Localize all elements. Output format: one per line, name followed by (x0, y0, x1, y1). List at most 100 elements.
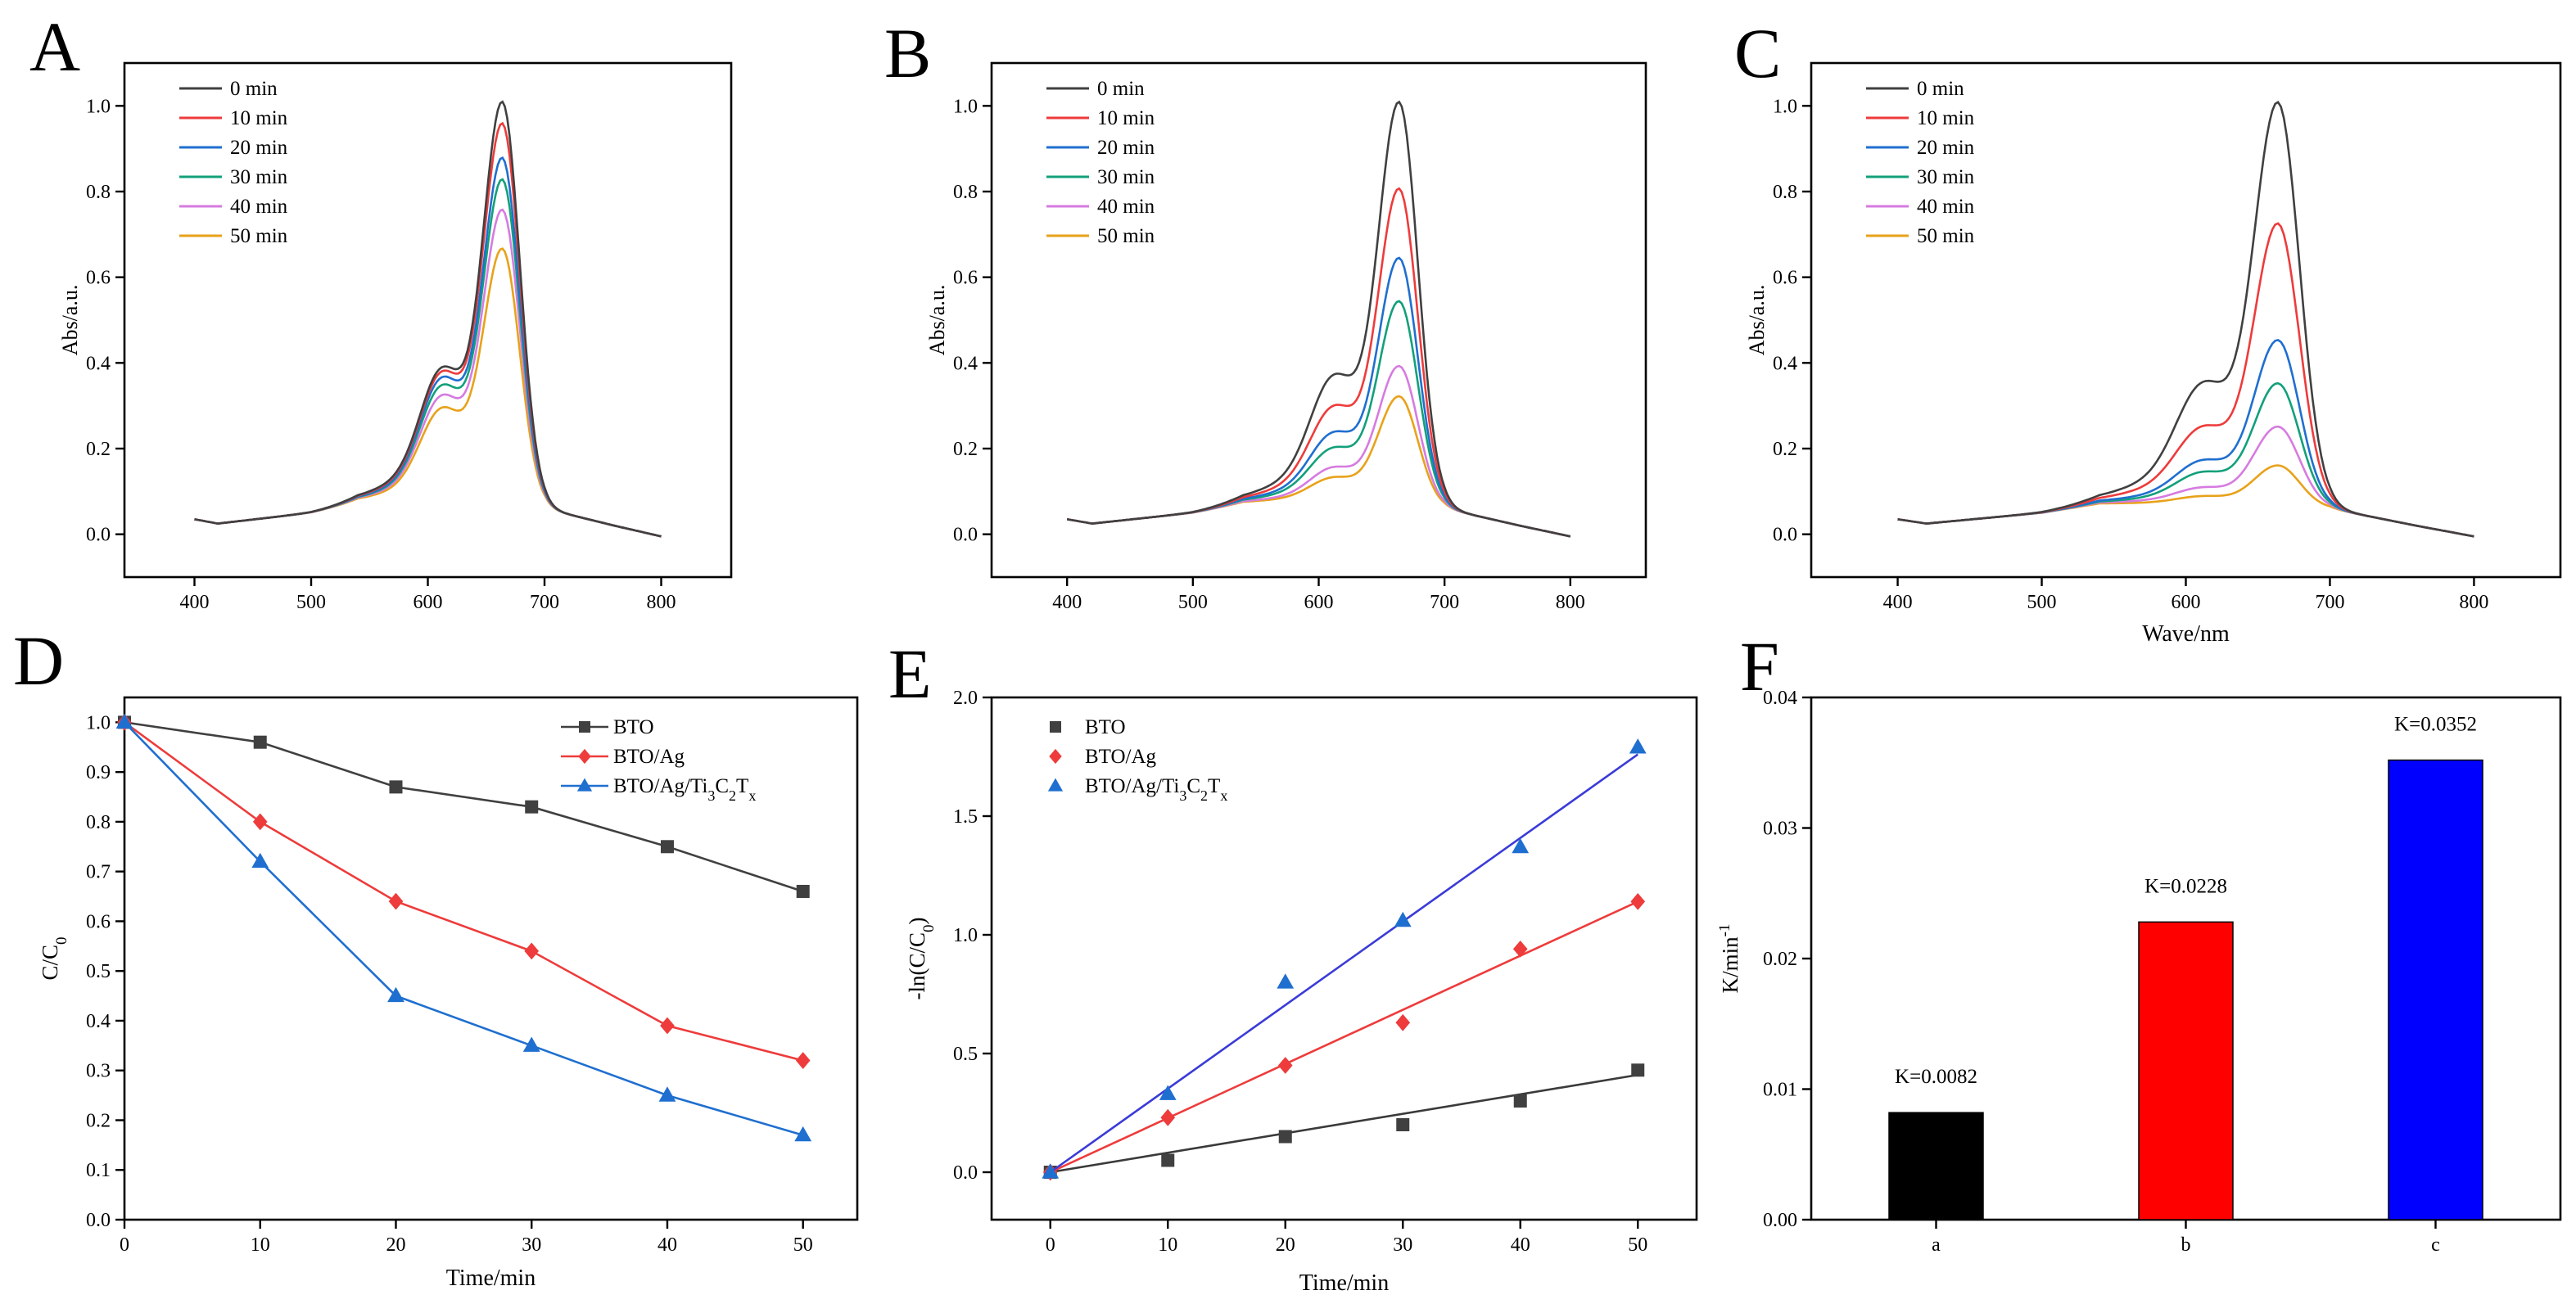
series-line (124, 721, 804, 1062)
x-tick-label: 400 (1883, 592, 1913, 613)
legend-label: 20 min (1097, 137, 1155, 159)
y-tick-label: 1.0 (1773, 96, 1797, 117)
x-tick-label: 400 (1052, 592, 1082, 613)
y-tick-label: 0.4 (1773, 353, 1797, 374)
legend-marker (579, 721, 590, 733)
y-tick-label: 0.6 (1773, 268, 1797, 289)
x-tick-label: 30 (1393, 1234, 1412, 1256)
legend-label: 50 min (230, 225, 288, 247)
data-point (1395, 1013, 1411, 1031)
y-axis-label: Abs/a.u. (1745, 285, 1769, 356)
x-tick-label: 500 (1178, 592, 1208, 613)
y-tick-label: 0.8 (1773, 182, 1797, 203)
panel-letter: E (888, 634, 932, 713)
legend-label: 30 min (1097, 166, 1155, 188)
spectrum-line-0-min (1066, 100, 1571, 538)
x-tick-label: 600 (2172, 592, 2201, 613)
y-axis-label: -ln(C/C0) (905, 917, 938, 999)
series-line (124, 721, 804, 1136)
legend-label: BTO (613, 716, 654, 738)
plot-frame (123, 696, 859, 1221)
panel-c: C 400 500 600 700 800 0.0 0.2 0.4 0.6 0.8 1.0 Abs/a.… (1734, 14, 2562, 647)
x-tick-label: 40 (658, 1234, 677, 1256)
y-tick-label: 1.0 (953, 925, 978, 946)
y-tick-label: 1.5 (953, 806, 978, 828)
x-tick-label: 800 (1556, 592, 1585, 613)
panel-a: A 400 500 600 700 800 0.0 0.2 0.4 0.6 0.8 1.0 Abs/a.… (29, 7, 733, 613)
x-tick-label: 30 (522, 1234, 541, 1256)
spectrum-line-50-min (1066, 395, 1571, 538)
spectrum-line-40-min (194, 208, 662, 538)
legend-marker (1050, 721, 1061, 733)
y-tick-label: 0.5 (953, 1044, 978, 1065)
legend-label: 50 min (1097, 225, 1155, 247)
x-tick-label: a (1932, 1234, 1941, 1256)
y-tick-label: 0.6 (86, 911, 111, 932)
legend-label: BTO/Ag/Ti3C2Tx (613, 775, 756, 804)
legend-label: 20 min (1917, 137, 1975, 159)
x-tick-label: 0 (1046, 1234, 1055, 1256)
data-point (388, 892, 404, 910)
panel-e: E 0 10 20 30 40 50 0.0 0.5 1.0 1.5 2.0 -ln(C/C0) Time… (888, 634, 1698, 1296)
data-point (525, 800, 539, 814)
x-tick-label: 10 (1158, 1234, 1177, 1256)
x-tick-label: 0 (120, 1234, 129, 1256)
x-tick-label: 40 (1511, 1234, 1530, 1256)
plot-frame (990, 696, 1698, 1221)
data-point (796, 884, 810, 898)
spectrum-line-40-min (1066, 364, 1571, 538)
y-tick-label: 0.2 (86, 1110, 111, 1131)
bar-a (1888, 1112, 1984, 1221)
bar-value-label: K=0.0228 (2144, 875, 2227, 897)
panel-b: B 400 500 600 700 800 0.0 0.2 0.4 0.6 0.8 1.0 Abs/a.… (884, 14, 1647, 613)
y-axis-label: Abs/a.u. (925, 285, 949, 356)
y-tick-label: 0.3 (86, 1061, 111, 1082)
panel-f: F 0.00 0.01 0.02 0.03 0.04 K/min-1 a K=0.0082 b K=… (1716, 627, 2562, 1256)
legend-label: 20 min (230, 137, 288, 159)
bar-c (2388, 759, 2483, 1221)
y-tick-label: 0.02 (1763, 949, 1797, 970)
spectrum-line-0-min (1897, 101, 2474, 538)
x-tick-label: 50 (793, 1234, 813, 1256)
x-tick-label: 800 (647, 592, 676, 613)
legend-label: 0 min (230, 78, 278, 100)
y-tick-label: 0.0 (86, 1210, 111, 1231)
y-tick-label: 0.03 (1763, 819, 1797, 840)
bar-value-label: K=0.0082 (1895, 1066, 1977, 1088)
x-tick-label: 800 (2459, 592, 2488, 613)
data-point (1630, 893, 1646, 910)
data-point (522, 1036, 540, 1052)
fit-line (1050, 900, 1638, 1174)
y-tick-label: 0.9 (86, 762, 111, 783)
data-point (1278, 1130, 1292, 1144)
y-tick-label: 0.2 (1773, 439, 1797, 460)
data-point (524, 942, 540, 960)
legend-label: BTO (1085, 716, 1126, 738)
bar-value-label: K=0.0352 (2394, 714, 2477, 736)
y-axis-label: C/C0 (38, 936, 70, 980)
y-tick-label: 0.4 (953, 353, 978, 374)
y-axis-label: K/min-1 (1716, 924, 1743, 994)
x-tick-label: c (2431, 1234, 2440, 1256)
legend-label: 50 min (1917, 225, 1975, 247)
data-point (660, 840, 674, 854)
plot-frame (990, 61, 1647, 579)
y-tick-label: 0.04 (1763, 688, 1797, 709)
y-tick-label: 0.1 (86, 1160, 111, 1181)
legend-label: 40 min (230, 196, 288, 218)
x-tick-label: 50 (1628, 1234, 1647, 1256)
y-tick-label: 0.4 (86, 353, 111, 374)
x-tick-label: 700 (2315, 592, 2344, 613)
legend-label: 0 min (1917, 78, 1964, 100)
data-point (794, 1126, 812, 1142)
series-line (124, 721, 804, 893)
x-tick-label: b (2181, 1234, 2191, 1256)
panel-letter: B (884, 14, 931, 92)
y-tick-label: 2.0 (953, 688, 978, 709)
spectrum-line-30-min (1897, 381, 2474, 538)
spectrum-line-50-min (1897, 464, 2474, 538)
x-tick-label: 400 (180, 592, 210, 613)
y-tick-label: 1.0 (86, 712, 111, 733)
panel-letter: A (29, 7, 80, 86)
